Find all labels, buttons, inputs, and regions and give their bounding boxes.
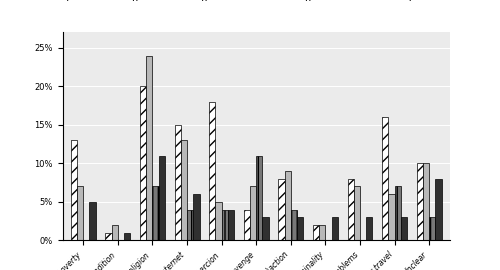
Bar: [77, 186, 84, 240]
Bar: [417, 163, 423, 240]
Bar: [262, 217, 268, 240]
Bar: [313, 225, 319, 240]
Bar: [332, 217, 338, 240]
Bar: [194, 194, 200, 240]
Bar: [152, 186, 158, 240]
Bar: [244, 210, 250, 240]
Bar: [284, 171, 291, 240]
Bar: [436, 179, 442, 240]
Bar: [366, 217, 372, 240]
Bar: [112, 225, 118, 240]
Bar: [429, 217, 436, 240]
Bar: [278, 179, 284, 240]
Bar: [181, 140, 187, 240]
Bar: [158, 156, 165, 240]
Bar: [228, 210, 234, 240]
Bar: [222, 210, 228, 240]
Bar: [319, 225, 326, 240]
Bar: [354, 186, 360, 240]
Bar: [401, 217, 407, 240]
Bar: [71, 140, 77, 240]
Bar: [291, 210, 297, 240]
Bar: [423, 163, 429, 240]
Bar: [256, 156, 262, 240]
Bar: [90, 202, 96, 240]
Bar: [394, 186, 401, 240]
Bar: [174, 125, 181, 240]
Bar: [297, 217, 304, 240]
Bar: [382, 117, 388, 240]
Bar: [124, 232, 130, 240]
Bar: [106, 232, 112, 240]
Bar: [388, 194, 394, 240]
Bar: [209, 102, 216, 240]
Bar: [348, 179, 354, 240]
Bar: [216, 202, 222, 240]
Bar: [146, 56, 152, 240]
Bar: [140, 86, 146, 240]
Bar: [250, 186, 256, 240]
Bar: [187, 210, 194, 240]
